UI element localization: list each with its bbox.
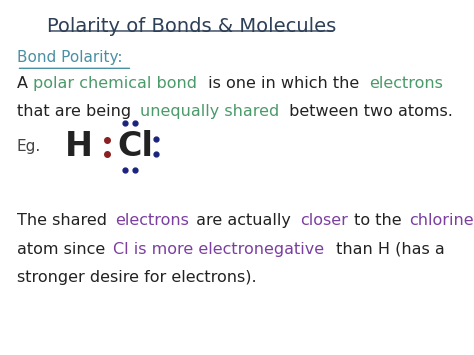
- Text: electrons: electrons: [115, 213, 189, 228]
- Text: stronger desire for electrons).: stronger desire for electrons).: [17, 271, 256, 285]
- Text: is one in which the: is one in which the: [203, 76, 364, 91]
- Text: polar chemical bond: polar chemical bond: [33, 76, 197, 91]
- Text: A: A: [17, 76, 33, 91]
- Text: Polarity of Bonds & Molecules: Polarity of Bonds & Molecules: [46, 17, 336, 36]
- Text: closer: closer: [300, 213, 347, 228]
- Text: electrons: electrons: [370, 76, 443, 91]
- Text: between two atoms.: between two atoms.: [284, 104, 453, 119]
- Text: Bond Polarity:: Bond Polarity:: [17, 50, 122, 65]
- Text: Cl: Cl: [117, 130, 153, 163]
- Text: atom since: atom since: [17, 242, 110, 257]
- Text: that are being: that are being: [17, 104, 136, 119]
- Text: H: H: [65, 130, 93, 163]
- Text: than H (has a: than H (has a: [331, 242, 445, 257]
- Text: are actually: are actually: [191, 213, 296, 228]
- Text: chlorine: chlorine: [409, 213, 474, 228]
- Text: to the: to the: [349, 213, 407, 228]
- Text: unequally shared: unequally shared: [140, 104, 279, 119]
- Text: Cl is more electronegative: Cl is more electronegative: [113, 242, 324, 257]
- Text: The shared: The shared: [17, 213, 112, 228]
- Text: Eg.: Eg.: [17, 139, 41, 154]
